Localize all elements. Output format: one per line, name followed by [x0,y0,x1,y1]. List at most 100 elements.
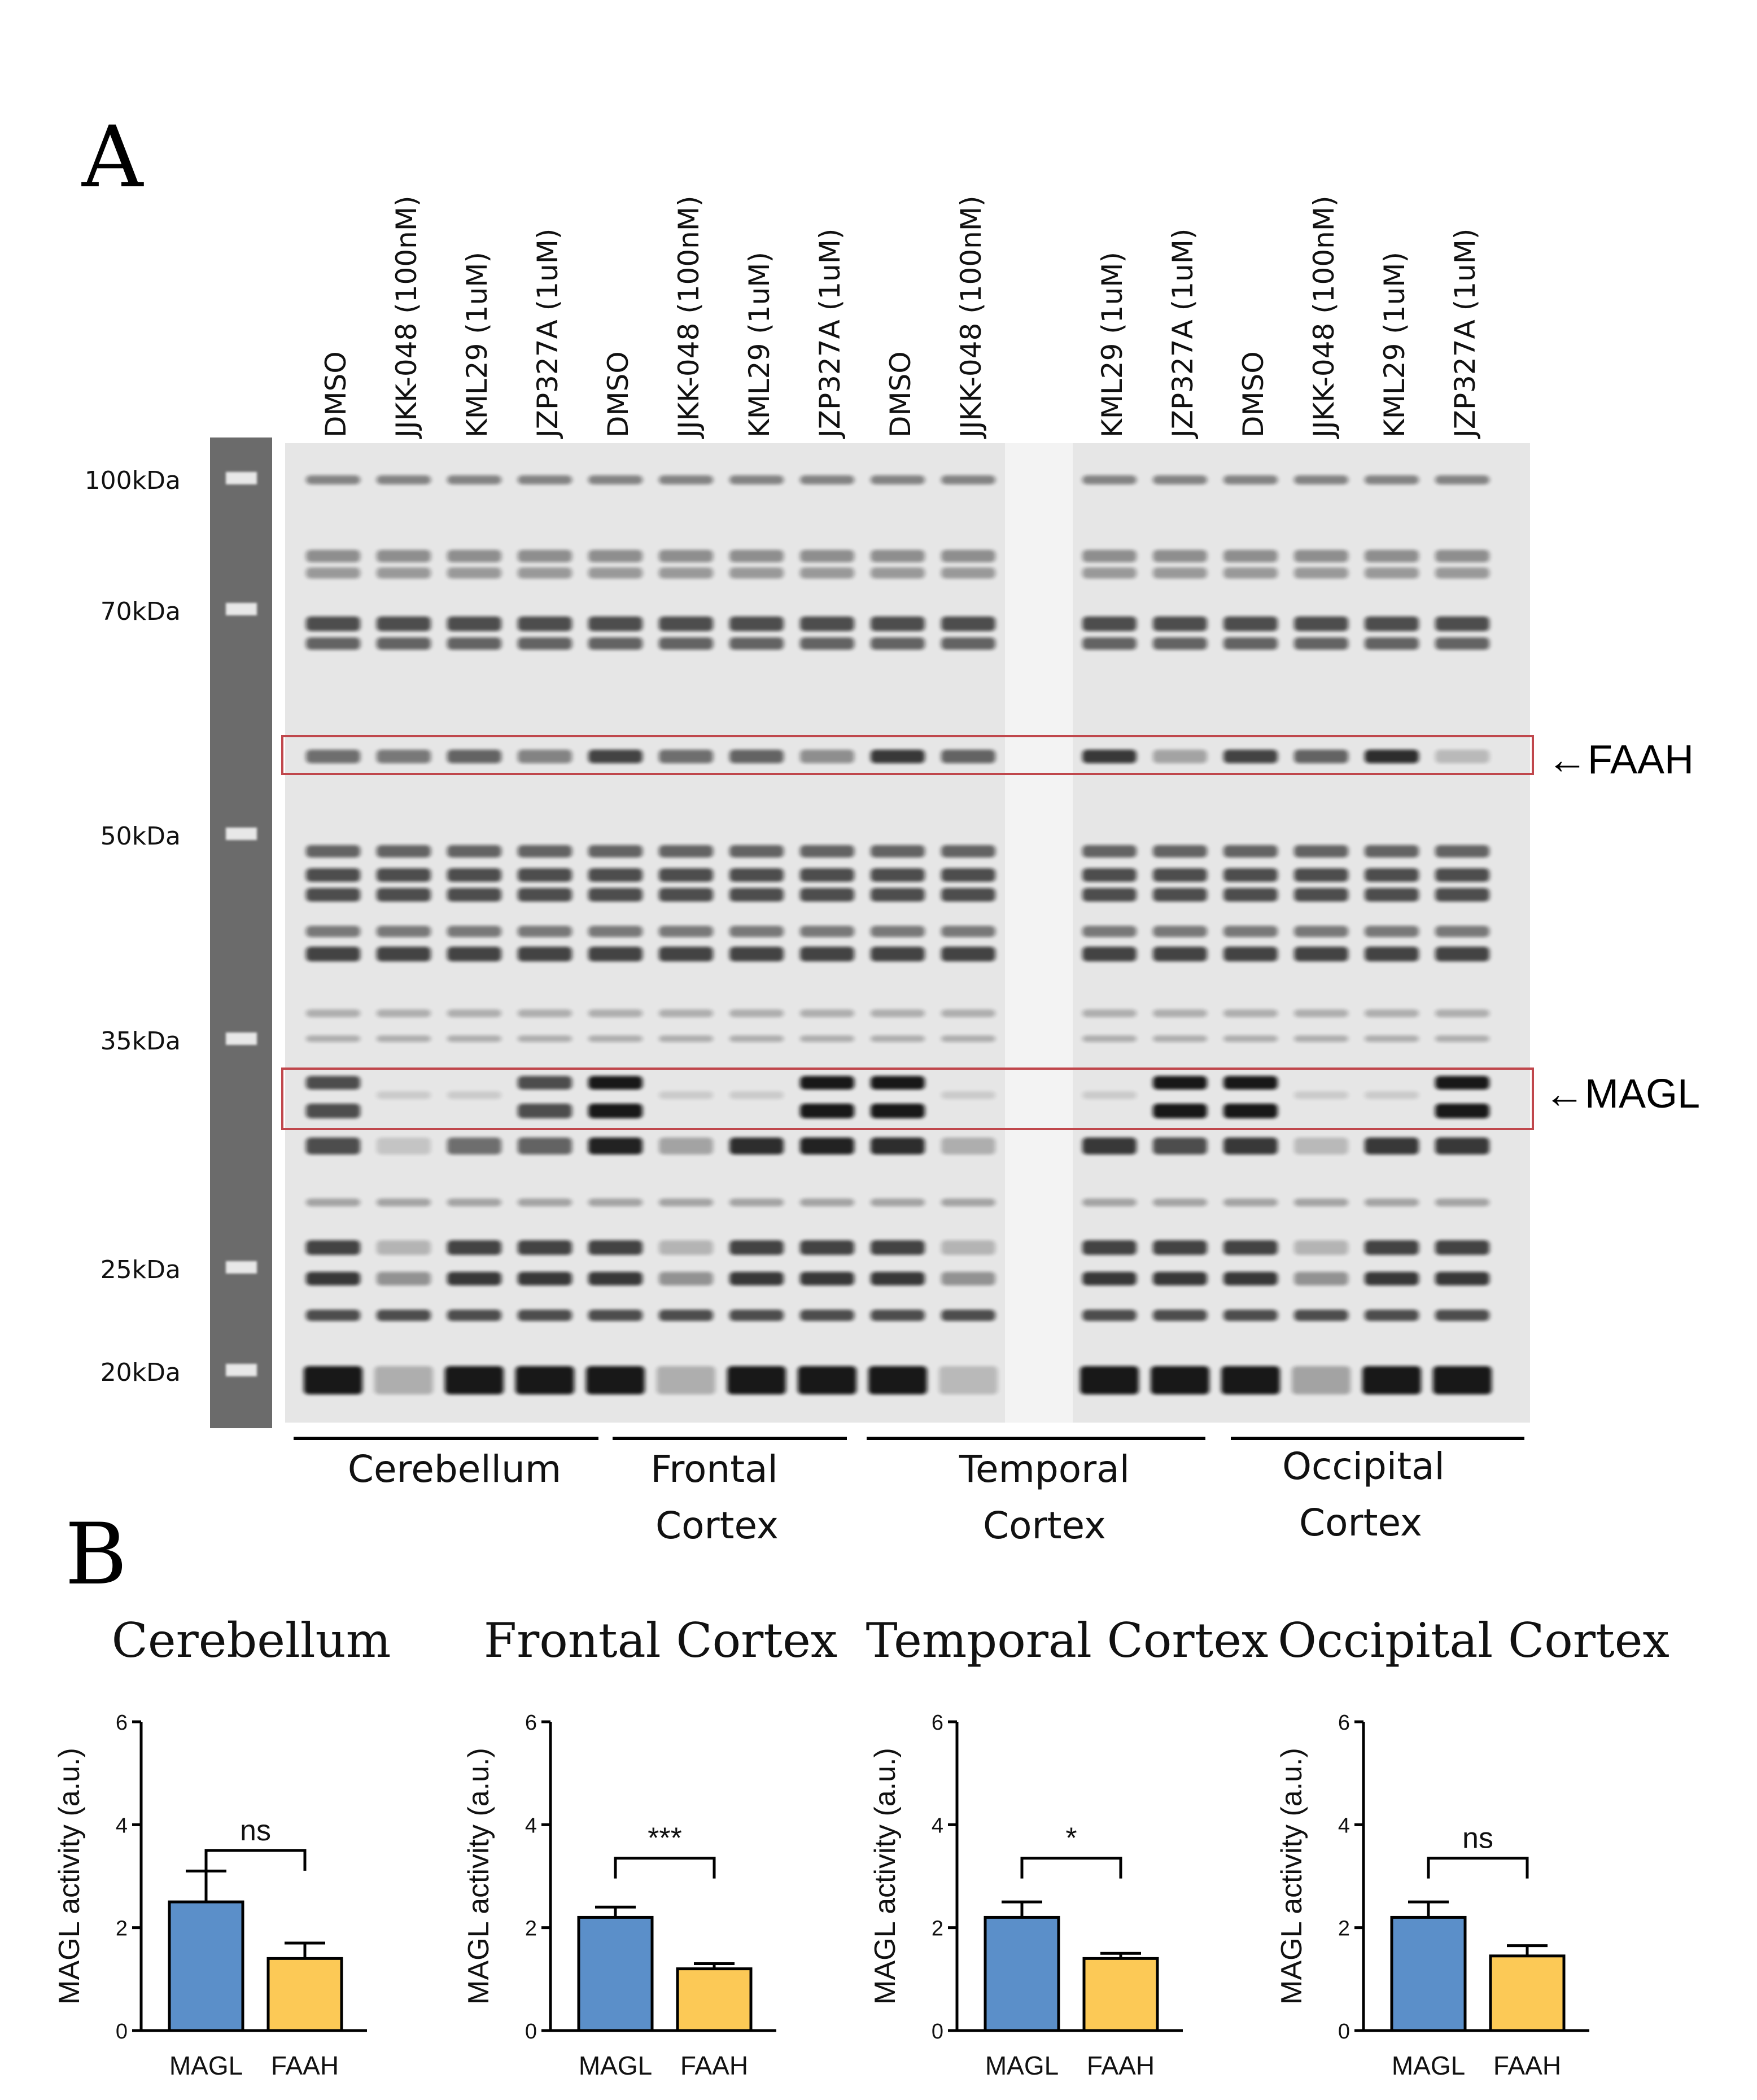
x-tick-label: FAAH [271,2051,339,2080]
gel-band [729,616,784,631]
gel-band [588,616,643,631]
y-tick-label: 6 [1338,1711,1350,1735]
y-tick-label: 4 [116,1814,128,1838]
gel-band [1153,1198,1207,1206]
gel-band [306,1009,360,1017]
gel-band [1365,845,1419,858]
gel-band [1223,616,1278,631]
gel-band [1082,868,1137,882]
gel-band [1223,1198,1278,1206]
ladder-band [226,1364,257,1376]
gel-band [727,1366,786,1394]
gel-band [871,868,925,882]
gel-band [1435,1076,1489,1090]
gel-band [659,1091,713,1099]
gel-band [518,1009,572,1017]
gel-band [1435,567,1489,579]
x-tick-label: MAGL [985,2051,1059,2080]
gel-band [588,550,643,562]
gel-band [588,1240,643,1255]
gel-band [588,1035,643,1042]
gel-band [588,1009,643,1017]
x-tick-label: FAAH [680,2051,748,2080]
bar-magl [577,1915,654,2032]
gel-band [447,550,501,562]
bar-magl [168,1900,244,2032]
gel-band [445,1366,504,1394]
y-tick-label: 4 [932,1814,943,1838]
gel-band [1435,868,1489,882]
chart-title: Cerebellum [112,1613,391,1668]
y-tick-label: 0 [1338,2020,1350,2044]
lane-label: DMSO [884,351,917,438]
gel-band [1082,1240,1137,1255]
gel-band [800,616,854,631]
gel-band [306,567,360,579]
gel-band [1223,1009,1278,1017]
x-tick-label: FAAH [1087,2051,1155,2080]
gel-band [1435,947,1489,961]
gel-band [941,750,995,763]
y-tick-label: 2 [116,1917,128,1941]
gel-band [1435,1198,1489,1206]
gel-band [588,947,643,961]
bar-faah [1082,1957,1159,2032]
gel-band [518,475,572,484]
gel-band [1080,1366,1139,1394]
gel-band [1294,926,1348,937]
gel-band [941,1272,995,1285]
lane-label: JJKK-048 (100nM) [390,196,423,439]
gel-band [447,845,501,858]
gel-band [1435,637,1489,650]
gel-band [377,1138,431,1154]
gel-band [306,1138,360,1154]
gel-band [377,947,431,961]
lane-label: JZP327A (1uM) [814,229,846,439]
gel-band [1435,1240,1489,1255]
gel-band [729,1310,784,1321]
gel-band [941,567,995,579]
gel-band [306,750,360,763]
x-tick-label: MAGL [1392,2051,1465,2080]
gel-band [871,567,925,579]
gel-band [1082,845,1137,858]
gel-band [306,550,360,562]
gel-band [515,1366,574,1394]
gel-band [518,1198,572,1206]
faah-arrow-label: ←FAAH [1547,737,1694,782]
gel-band [1294,947,1348,961]
gel-band [447,1138,501,1154]
gel-band [871,550,925,562]
gel-band [374,1366,433,1394]
gel-band [447,868,501,882]
gel-band [659,868,713,882]
gel-band [800,750,854,763]
gel-band [871,637,925,650]
y-tick-label: 2 [932,1917,943,1941]
gel-band [1223,1138,1278,1154]
gel-band [447,1240,501,1255]
lane-label: KML29 (1uM) [1378,252,1411,438]
gel-band [1153,1272,1207,1285]
gel-band [1294,1138,1348,1154]
gel-band [1294,550,1348,562]
gel-band [871,888,925,902]
gel-band [1294,888,1348,902]
region-labels: Cerebellum Frontal Cortex Temporal Corte… [348,1445,1445,1547]
significance-bracket [614,1857,716,1879]
x-tick-label: FAAH [1493,2051,1561,2080]
chart-title: Occipital Cortex [1278,1613,1669,1668]
gel-band [871,1310,925,1321]
gel-band [1435,926,1489,937]
gel-band [1435,1272,1489,1285]
significance-label: * [1065,1822,1077,1855]
gel-band [800,1272,854,1285]
lane-label: JJKK-048 (100nM) [672,196,705,439]
gel-band [729,1272,784,1285]
gel-band [518,1104,572,1118]
ladder-band [226,472,257,484]
gel-band [657,1366,715,1394]
gel-band [1294,1310,1348,1321]
lane-label: DMSO [320,351,352,438]
gel-band [1223,637,1278,650]
